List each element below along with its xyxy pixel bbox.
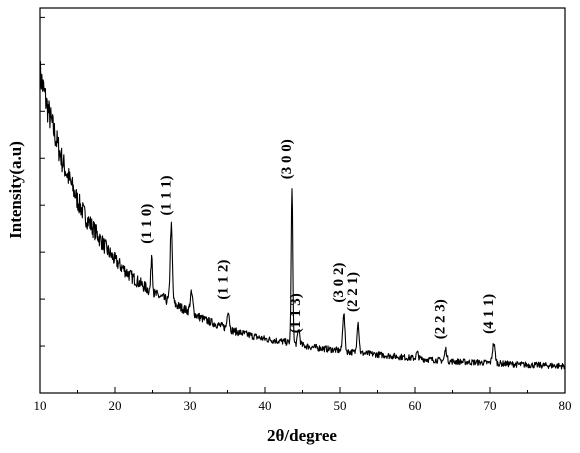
peak-annotations: (1 1 0)(1 1 1) (1 1 2) (3 0 0) (1 1 3) (3 0 … — [139, 139, 497, 339]
xrd-trace-line — [39, 61, 566, 370]
x-tick-label: 10 — [34, 398, 47, 413]
x-tick-label: 80 — [559, 398, 572, 413]
peak-label: (3 0 0) — [279, 139, 295, 179]
x-tick-label: 30 — [184, 398, 197, 413]
x-axis-tick-labels: 10 20 30 40 50 60 70 80 — [34, 398, 572, 413]
x-tick-label: 40 — [259, 398, 272, 413]
peak-label: (3 0 2) — [331, 263, 347, 303]
x-tick-label: 20 — [109, 398, 122, 413]
x-tick-label: 60 — [409, 398, 422, 413]
peak-label: (1 1 1) — [158, 176, 174, 216]
peak-label: (1 1 3) — [288, 293, 304, 333]
plot-frame — [39, 7, 566, 394]
y-axis-title: Intensity(a.u) — [6, 141, 25, 239]
peak-label: (1 1 2) — [215, 260, 231, 300]
peak-label: (2 2 3) — [433, 299, 449, 339]
x-axis-ticks — [39, 387, 566, 393]
x-tick-label: 50 — [334, 398, 347, 413]
x-axis-title: 2θ/degree — [267, 426, 337, 445]
peak-label: (2 2 1) — [345, 272, 361, 312]
peak-label: (4 1 1) — [481, 294, 497, 334]
x-tick-label: 70 — [484, 398, 497, 413]
peak-label: (1 1 0) — [139, 204, 155, 244]
